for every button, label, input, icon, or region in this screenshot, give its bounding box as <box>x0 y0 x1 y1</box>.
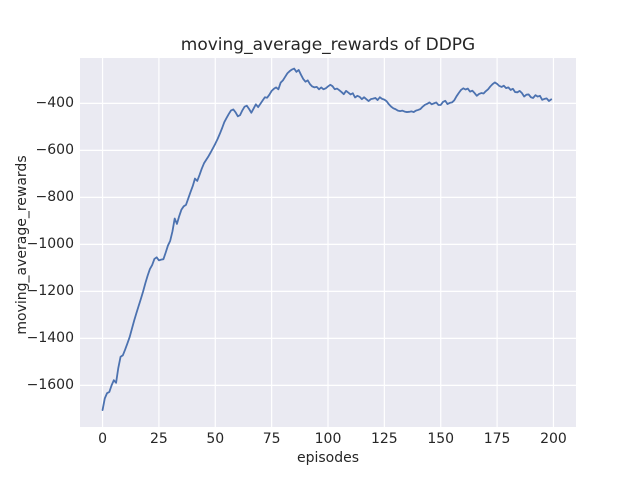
x-tick-label: 150 <box>427 431 455 447</box>
x-tick-label: 200 <box>540 431 567 447</box>
y-tick-label: −1200 <box>26 282 74 299</box>
plot-area <box>80 58 576 427</box>
y-tick-label: −800 <box>35 188 74 205</box>
y-tick-label: −1000 <box>26 235 74 252</box>
series-group <box>101 67 553 411</box>
gridlines <box>80 58 576 427</box>
y-tick-label: −1400 <box>26 329 74 346</box>
x-tick-label: 125 <box>370 431 398 447</box>
y-tick-label: −600 <box>35 141 74 158</box>
x-tick-label: 0 <box>98 431 107 447</box>
y-tick-label: −1600 <box>26 376 74 393</box>
x-tick-label: 25 <box>149 431 168 447</box>
x-tick-label: 100 <box>314 431 342 447</box>
x-tick-label: 175 <box>483 431 511 447</box>
x-tick-label: 75 <box>262 431 281 447</box>
x-tick-label: 50 <box>206 431 225 447</box>
y-tick-label: −400 <box>35 94 74 111</box>
x-axis-label: episodes <box>296 450 360 466</box>
y-axis-label: moving_average_rewards <box>14 155 30 335</box>
plot-canvas <box>80 58 576 427</box>
chart-title: moving_average_rewards of DDPG <box>180 35 476 55</box>
reward-line <box>101 67 553 411</box>
